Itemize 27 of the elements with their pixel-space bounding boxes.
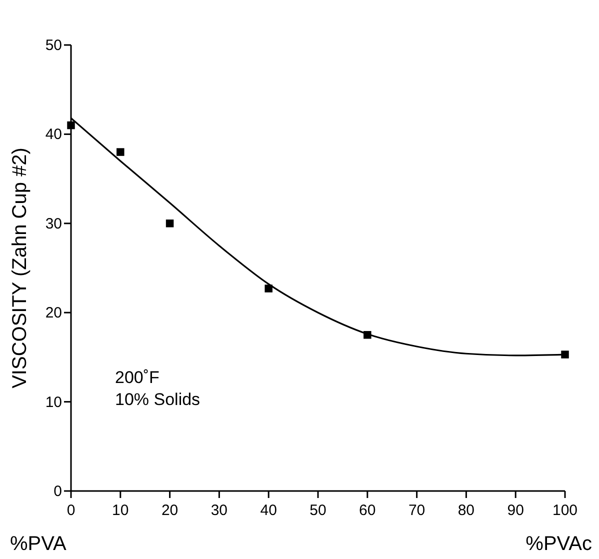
y-tick-label: 0 [54, 483, 62, 500]
y-tick-label: 40 [45, 126, 62, 144]
x-tick-label: 40 [260, 502, 277, 519]
text: %PVA [10, 533, 67, 555]
text: %PVAc [526, 533, 592, 555]
x-tick-label: 90 [507, 502, 524, 519]
point [116, 148, 124, 156]
x-tick-label: 50 [310, 502, 326, 519]
x-tick-label: 30 [210, 502, 228, 519]
y-tick-label: 30 [45, 215, 62, 232]
x-tick-label: 100 [552, 502, 578, 519]
x-tick-label: 20 [161, 502, 178, 519]
x-tick-label: 10 [112, 502, 129, 519]
point [561, 350, 569, 358]
y-axis-title: VISCOSITY (Zahn Cup #2) [9, 148, 31, 388]
x-tick-label: 70 [408, 502, 426, 519]
point [264, 284, 272, 292]
x-tick-label: 0 [66, 502, 76, 519]
y-tick-label: 10 [45, 394, 62, 411]
x-tick-label: 60 [359, 502, 376, 519]
annotation: 10% Solids [115, 390, 200, 409]
point [166, 220, 174, 228]
y-tick-label: 50 [45, 37, 62, 54]
x-tick-label: 80 [458, 502, 475, 519]
annotation: 200˚F [115, 368, 160, 387]
point [67, 121, 75, 130]
y-tick-label: 20 [45, 304, 62, 322]
